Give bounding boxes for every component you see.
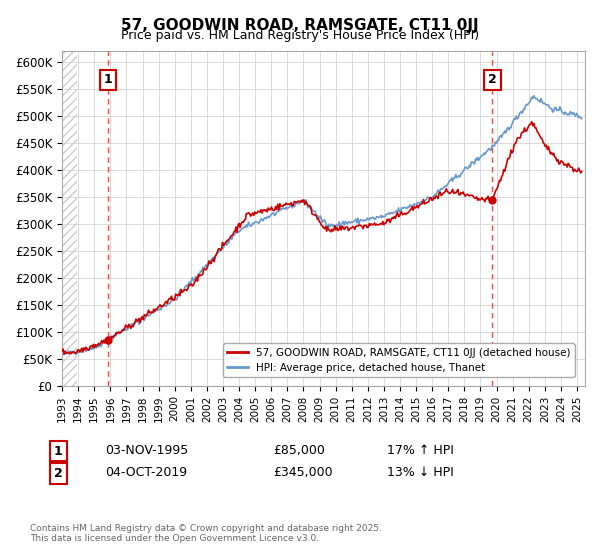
Legend: 57, GOODWIN ROAD, RAMSGATE, CT11 0JJ (detached house), HPI: Average price, detac: 57, GOODWIN ROAD, RAMSGATE, CT11 0JJ (de…	[223, 343, 575, 377]
Text: 04-OCT-2019: 04-OCT-2019	[105, 466, 187, 479]
Text: 1: 1	[54, 445, 63, 458]
Text: 57, GOODWIN ROAD, RAMSGATE, CT11 0JJ: 57, GOODWIN ROAD, RAMSGATE, CT11 0JJ	[121, 18, 479, 33]
Text: 13% ↓ HPI: 13% ↓ HPI	[387, 466, 454, 479]
Text: £85,000: £85,000	[273, 444, 325, 456]
Text: 03-NOV-1995: 03-NOV-1995	[105, 444, 188, 456]
Polygon shape	[62, 52, 77, 386]
Text: Price paid vs. HM Land Registry's House Price Index (HPI): Price paid vs. HM Land Registry's House …	[121, 29, 479, 42]
Text: £345,000: £345,000	[273, 466, 332, 479]
Text: 17% ↑ HPI: 17% ↑ HPI	[387, 444, 454, 456]
Text: 2: 2	[488, 73, 497, 86]
Text: 2: 2	[54, 467, 63, 480]
Text: 1: 1	[103, 73, 112, 86]
Text: Contains HM Land Registry data © Crown copyright and database right 2025.
This d: Contains HM Land Registry data © Crown c…	[30, 524, 382, 543]
